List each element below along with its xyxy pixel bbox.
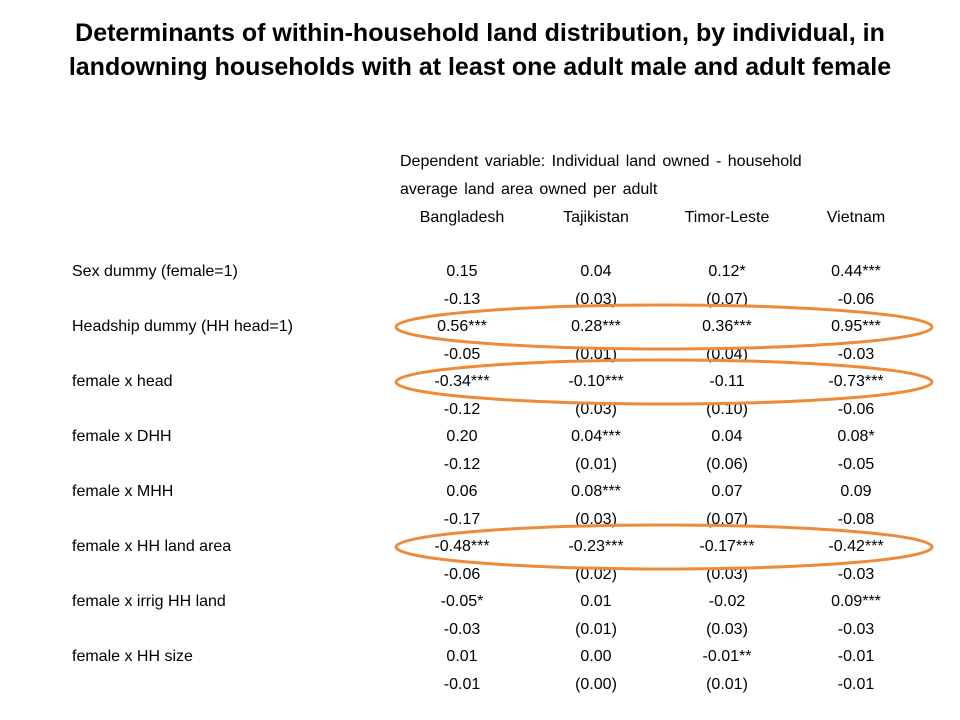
- coefficient-cell: -0.05*: [440, 593, 484, 610]
- column-header-tajikistan: Tajikistan: [563, 209, 629, 226]
- coefficient-cell: 0.01: [446, 648, 478, 665]
- column-header-vietnam: Vietnam: [826, 209, 886, 226]
- standard-error-cell: -0.12: [443, 401, 481, 418]
- coefficient-cell: -0.01: [837, 648, 875, 665]
- standard-error-cell: (0.01): [706, 676, 748, 693]
- standard-error-cell: (0.03): [575, 511, 617, 528]
- coefficient-cell: 0.01: [580, 593, 612, 610]
- coefficient-cell: 0.28***: [571, 318, 621, 335]
- standard-error-cell: -0.05: [443, 346, 481, 363]
- dependent-variable-caption: Dependent variable: Individual land owne…: [400, 148, 920, 204]
- row-label: Sex dummy (female=1): [72, 263, 238, 280]
- standard-error-cell: (0.02): [575, 566, 617, 583]
- column-header-bangladesh: Bangladesh: [419, 209, 505, 226]
- standard-error-cell: -0.03: [837, 346, 875, 363]
- standard-error-cell: -0.03: [837, 566, 875, 583]
- standard-error-cell: (0.03): [706, 621, 748, 638]
- standard-error-cell: -0.06: [837, 401, 875, 418]
- standard-error-cell: (0.03): [706, 566, 748, 583]
- coefficient-cell: 0.09***: [831, 593, 881, 610]
- coefficient-cell: -0.34***: [434, 373, 490, 390]
- standard-error-cell: -0.03: [443, 621, 481, 638]
- row-label: female x HH size: [72, 648, 193, 665]
- slide-title: Determinants of within-household land di…: [68, 19, 892, 81]
- standard-error-cell: (0.01): [575, 456, 617, 473]
- row-label: female x HH land area: [72, 538, 232, 555]
- standard-error-cell: (0.00): [575, 676, 617, 693]
- coefficient-cell: -0.10***: [568, 373, 624, 390]
- coefficient-cell: 0.00: [580, 648, 612, 665]
- standard-error-cell: -0.06: [837, 291, 875, 308]
- coefficient-cell: -0.01**: [702, 648, 752, 665]
- coefficient-cell: 0.08*: [837, 428, 875, 445]
- coefficient-cell: 0.07: [711, 483, 743, 500]
- coefficient-cell: 0.56***: [437, 318, 487, 335]
- standard-error-cell: -0.06: [443, 566, 481, 583]
- standard-error-cell: (0.06): [706, 456, 748, 473]
- standard-error-cell: (0.10): [706, 401, 748, 418]
- coefficient-cell: 0.09: [840, 483, 872, 500]
- coefficient-cell: -0.42***: [828, 538, 884, 555]
- row-label: female x irrig HH land: [72, 593, 226, 610]
- row-label: female x MHH: [72, 483, 174, 500]
- coefficient-cell: 0.04: [580, 263, 612, 280]
- standard-error-cell: (0.04): [706, 346, 748, 363]
- standard-error-cell: -0.01: [837, 676, 875, 693]
- dependent-variable-line-1: Dependent variable: Individual land owne…: [400, 153, 802, 170]
- coefficient-cell: 0.12*: [708, 263, 746, 280]
- coefficient-cell: 0.04***: [571, 428, 621, 445]
- standard-error-cell: -0.03: [837, 621, 875, 638]
- standard-error-cell: -0.12: [443, 456, 481, 473]
- coefficient-cell: 0.36***: [702, 318, 752, 335]
- coefficient-cell: 0.06: [446, 483, 478, 500]
- standard-error-cell: (0.01): [575, 346, 617, 363]
- row-label: female x DHH: [72, 428, 172, 445]
- standard-error-cell: (0.07): [706, 511, 748, 528]
- standard-error-cell: -0.01: [443, 676, 481, 693]
- standard-error-cell: (0.03): [575, 401, 617, 418]
- dependent-variable-line-2: average land area owned per adult: [400, 181, 658, 198]
- standard-error-cell: -0.08: [837, 511, 875, 528]
- standard-error-cell: (0.07): [706, 291, 748, 308]
- coefficient-cell: -0.48***: [434, 538, 490, 555]
- column-header-timor-leste: Timor-Leste: [684, 209, 770, 226]
- coefficient-cell: -0.17***: [699, 538, 755, 555]
- coefficient-cell: 0.95***: [831, 318, 881, 335]
- coefficient-cell: 0.15: [446, 263, 478, 280]
- coefficient-cell: 0.08***: [571, 483, 621, 500]
- standard-error-cell: (0.03): [575, 291, 617, 308]
- standard-error-cell: -0.17: [443, 511, 481, 528]
- coefficient-cell: -0.73***: [828, 373, 884, 390]
- coefficient-cell: -0.02: [708, 593, 746, 610]
- coefficient-cell: -0.11: [709, 373, 745, 390]
- standard-error-cell: (0.01): [575, 621, 617, 638]
- standard-error-cell: -0.05: [837, 456, 875, 473]
- row-label: Headship dummy (HH head=1): [72, 318, 293, 335]
- coefficient-cell: 0.20: [446, 428, 478, 445]
- row-label: female x head: [72, 373, 173, 390]
- coefficient-cell: 0.44***: [831, 263, 881, 280]
- standard-error-cell: -0.13: [443, 291, 481, 308]
- coefficient-cell: -0.23***: [568, 538, 624, 555]
- coefficient-cell: 0.04: [711, 428, 743, 445]
